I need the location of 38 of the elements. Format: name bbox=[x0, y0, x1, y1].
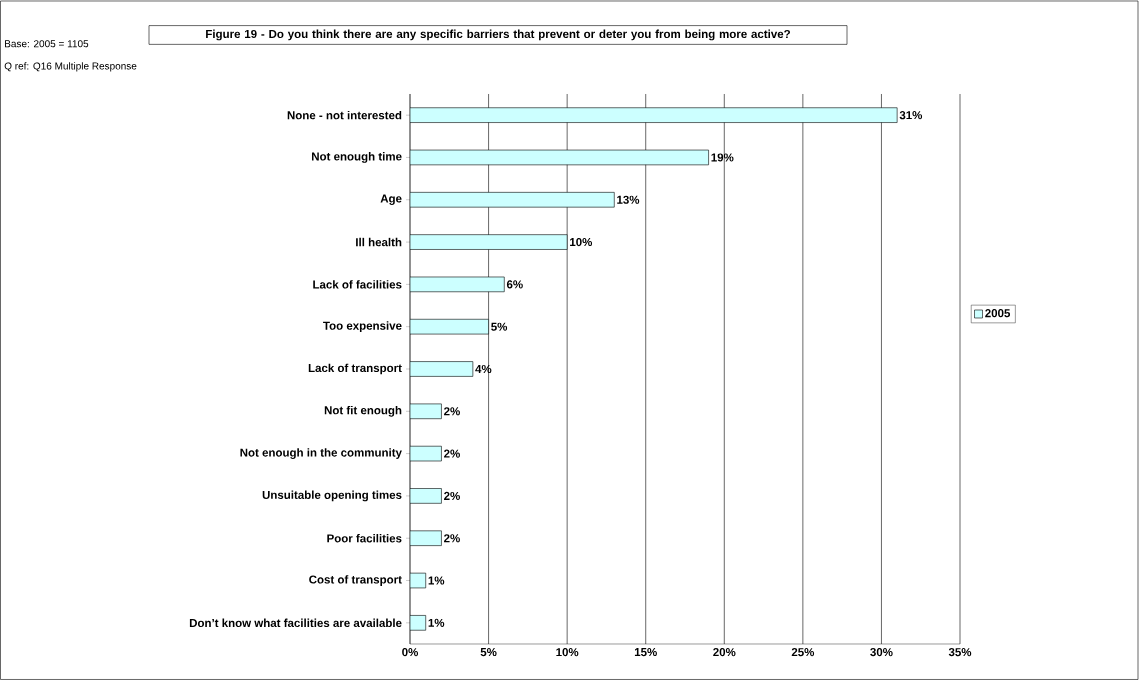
text: 2% bbox=[444, 449, 460, 458]
text: 10% bbox=[570, 237, 593, 247]
y-tick-label: Not enough in the community bbox=[240, 448, 402, 459]
y-tick-label: Not fit enough bbox=[324, 405, 402, 417]
x-tick-label: 0% bbox=[402, 648, 419, 657]
legend-label: 2005 bbox=[985, 309, 1011, 318]
x-tick-label: 35% bbox=[948, 648, 972, 657]
y-tick-label: Not enough time bbox=[312, 152, 402, 163]
x-tick-label: 10% bbox=[556, 648, 579, 657]
text: 1% bbox=[428, 618, 445, 627]
x-tick-label: 25% bbox=[791, 648, 815, 657]
text: 4% bbox=[475, 364, 492, 374]
chart-title: Figure 19 - Do you think there are any specific barriers that prevent or deter you from being more active? bbox=[206, 29, 790, 41]
y-tick-label: Cost of transport bbox=[309, 575, 402, 586]
y-tick-label: Age bbox=[380, 194, 402, 205]
text: 31% bbox=[899, 111, 923, 120]
text: Q ref: Q16 Multiple Response bbox=[4, 62, 137, 72]
y-tick-label: None - not interested bbox=[287, 110, 402, 120]
x-tick-label: 20% bbox=[713, 648, 736, 657]
text: 5% bbox=[491, 322, 508, 331]
y-tick-label: Too expensive bbox=[323, 321, 402, 333]
text: 19% bbox=[711, 153, 734, 162]
y-tick-label: Lack of transport bbox=[308, 363, 402, 375]
text: 6% bbox=[506, 280, 523, 289]
x-tick-label: 15% bbox=[634, 648, 657, 657]
text: 2% bbox=[444, 491, 460, 500]
x-tick-label: 5% bbox=[480, 648, 497, 657]
y-tick-label: Ill health bbox=[356, 237, 402, 247]
text: 1% bbox=[428, 576, 445, 585]
text: 13% bbox=[617, 195, 640, 204]
text: 2% bbox=[444, 534, 460, 543]
y-tick-label: Unsuitable opening times bbox=[262, 490, 402, 502]
x-tick-label: 30% bbox=[870, 648, 893, 657]
y-tick-label: Don’t know what facilities are available bbox=[189, 618, 402, 628]
y-tick-label: Lack of facilities bbox=[313, 280, 402, 289]
text: 2% bbox=[444, 407, 460, 416]
y-tick-label: Poor facilities bbox=[327, 534, 402, 543]
text: Base: 2005 = 1105 bbox=[5, 40, 89, 48]
